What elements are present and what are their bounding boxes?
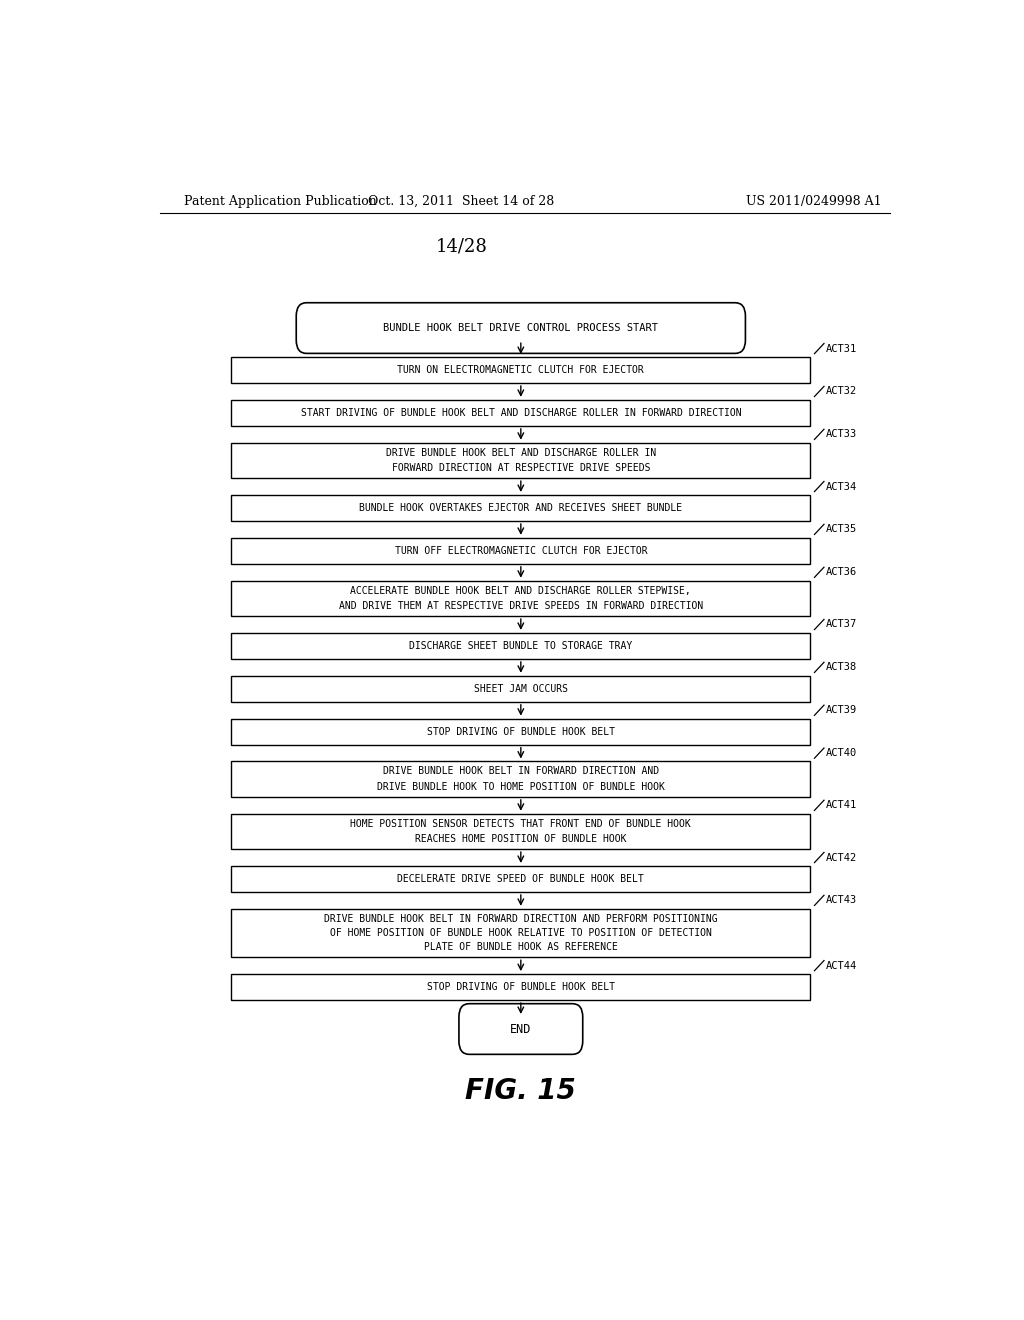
Text: ACT44: ACT44 [825, 961, 857, 970]
FancyBboxPatch shape [459, 1003, 583, 1055]
Bar [231, 718, 811, 744]
Text: ACCELERATE BUNDLE HOOK BELT AND DISCHARGE ROLLER STEPWISE,: ACCELERATE BUNDLE HOOK BELT AND DISCHARG… [350, 586, 691, 595]
Bar [231, 400, 811, 426]
Text: BUNDLE HOOK OVERTAKES EJECTOR AND RECEIVES SHEET BUNDLE: BUNDLE HOOK OVERTAKES EJECTOR AND RECEIV… [359, 503, 682, 513]
Text: END: END [510, 1023, 531, 1035]
Text: ACT35: ACT35 [825, 524, 857, 535]
Bar [231, 442, 811, 478]
Text: OF HOME POSITION OF BUNDLE HOOK RELATIVE TO POSITION OF DETECTION: OF HOME POSITION OF BUNDLE HOOK RELATIVE… [330, 928, 712, 939]
Text: DRIVE BUNDLE HOOK TO HOME POSITION OF BUNDLE HOOK: DRIVE BUNDLE HOOK TO HOME POSITION OF BU… [377, 781, 665, 792]
Text: TURN OFF ELECTROMAGNETIC CLUTCH FOR EJECTOR: TURN OFF ELECTROMAGNETIC CLUTCH FOR EJEC… [394, 546, 647, 556]
Text: FIG. 15: FIG. 15 [466, 1077, 577, 1105]
Bar [231, 632, 811, 659]
Bar [231, 356, 811, 383]
Bar [231, 813, 811, 849]
Text: AND DRIVE THEM AT RESPECTIVE DRIVE SPEEDS IN FORWARD DIRECTION: AND DRIVE THEM AT RESPECTIVE DRIVE SPEED… [339, 601, 702, 611]
Text: PLATE OF BUNDLE HOOK AS REFERENCE: PLATE OF BUNDLE HOOK AS REFERENCE [424, 941, 617, 952]
Text: STOP DRIVING OF BUNDLE HOOK BELT: STOP DRIVING OF BUNDLE HOOK BELT [427, 982, 614, 993]
Bar [231, 495, 811, 521]
Text: 14/28: 14/28 [435, 238, 487, 256]
Bar [231, 537, 811, 564]
Text: START DRIVING OF BUNDLE HOOK BELT AND DISCHARGE ROLLER IN FORWARD DIRECTION: START DRIVING OF BUNDLE HOOK BELT AND DI… [300, 408, 741, 418]
Text: HOME POSITION SENSOR DETECTS THAT FRONT END OF BUNDLE HOOK: HOME POSITION SENSOR DETECTS THAT FRONT … [350, 818, 691, 829]
Bar [231, 866, 811, 892]
Text: ACT38: ACT38 [825, 663, 857, 672]
Text: SHEET JAM OCCURS: SHEET JAM OCCURS [474, 684, 568, 694]
Text: DISCHARGE SHEET BUNDLE TO STORAGE TRAY: DISCHARGE SHEET BUNDLE TO STORAGE TRAY [410, 642, 633, 651]
Text: BUNDLE HOOK BELT DRIVE CONTROL PROCESS START: BUNDLE HOOK BELT DRIVE CONTROL PROCESS S… [383, 323, 658, 333]
Text: ACT31: ACT31 [825, 343, 857, 354]
Bar [231, 762, 811, 797]
Text: ACT39: ACT39 [825, 705, 857, 715]
Text: FORWARD DIRECTION AT RESPECTIVE DRIVE SPEEDS: FORWARD DIRECTION AT RESPECTIVE DRIVE SP… [391, 463, 650, 473]
Text: DRIVE BUNDLE HOOK BELT IN FORWARD DIRECTION AND: DRIVE BUNDLE HOOK BELT IN FORWARD DIRECT… [383, 767, 658, 776]
Text: ACT36: ACT36 [825, 568, 857, 577]
Text: ACT32: ACT32 [825, 387, 857, 396]
Text: ACT42: ACT42 [825, 853, 857, 862]
Text: ACT34: ACT34 [825, 482, 857, 491]
FancyBboxPatch shape [296, 302, 745, 354]
Text: Patent Application Publication: Patent Application Publication [183, 194, 376, 207]
Text: ACT40: ACT40 [825, 748, 857, 758]
Text: TURN ON ELECTROMAGNETIC CLUTCH FOR EJECTOR: TURN ON ELECTROMAGNETIC CLUTCH FOR EJECT… [397, 366, 644, 375]
Text: Oct. 13, 2011  Sheet 14 of 28: Oct. 13, 2011 Sheet 14 of 28 [369, 194, 554, 207]
Text: ACT33: ACT33 [825, 429, 857, 440]
Bar [231, 974, 811, 1001]
Text: REACHES HOME POSITION OF BUNDLE HOOK: REACHES HOME POSITION OF BUNDLE HOOK [415, 834, 627, 845]
Text: STOP DRIVING OF BUNDLE HOOK BELT: STOP DRIVING OF BUNDLE HOOK BELT [427, 727, 614, 737]
Text: ACT41: ACT41 [825, 800, 857, 810]
Text: US 2011/0249998 A1: US 2011/0249998 A1 [746, 194, 882, 207]
Text: ACT43: ACT43 [825, 895, 857, 906]
Text: DECELERATE DRIVE SPEED OF BUNDLE HOOK BELT: DECELERATE DRIVE SPEED OF BUNDLE HOOK BE… [397, 874, 644, 884]
Text: DRIVE BUNDLE HOOK BELT IN FORWARD DIRECTION AND PERFORM POSITIONING: DRIVE BUNDLE HOOK BELT IN FORWARD DIRECT… [324, 915, 718, 924]
Bar [231, 908, 811, 957]
Text: DRIVE BUNDLE HOOK BELT AND DISCHARGE ROLLER IN: DRIVE BUNDLE HOOK BELT AND DISCHARGE ROL… [386, 447, 656, 458]
Bar [231, 581, 811, 616]
Text: ACT37: ACT37 [825, 619, 857, 630]
Bar [231, 676, 811, 702]
